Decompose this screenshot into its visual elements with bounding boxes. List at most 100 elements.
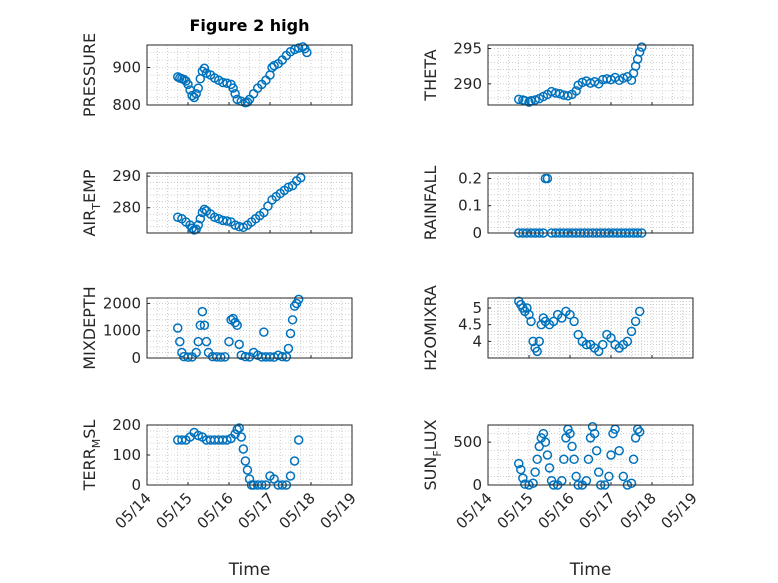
- data-point: [230, 317, 240, 328]
- plot-frame: [487, 172, 694, 234]
- y-tick-label: 200: [112, 416, 141, 434]
- data-point: [242, 465, 253, 475]
- data-point: [604, 471, 614, 482]
- data-point: [557, 313, 567, 323]
- data-point: [234, 423, 244, 433]
- y-axis-label: AIRTEMP: [80, 169, 103, 236]
- data-point: [542, 173, 553, 184]
- y-axis-label: MIXDEPTH: [80, 286, 99, 369]
- data-point: [567, 441, 577, 452]
- y-tick-label: 0: [131, 476, 141, 494]
- x-tick-label: 05/16: [194, 489, 237, 532]
- y-axis-label: TERRMSL: [80, 420, 103, 492]
- data-series: [173, 42, 312, 108]
- data-point: [548, 316, 559, 327]
- x-tick-label: 05/18: [276, 489, 319, 532]
- data-point: [634, 47, 645, 57]
- x-axis-label: Time: [569, 560, 612, 580]
- x-tick-label: 05/17: [576, 489, 619, 532]
- data-point: [285, 471, 296, 481]
- data-point: [598, 339, 608, 350]
- data-point: [565, 428, 575, 439]
- data-point: [199, 320, 210, 331]
- data-point: [542, 450, 553, 460]
- data-point: [563, 91, 573, 101]
- data-point: [630, 316, 641, 327]
- data-point: [569, 316, 579, 327]
- data-point: [573, 329, 583, 340]
- data-point: [528, 336, 538, 347]
- y-axis-label: H2OMIXRA: [421, 285, 440, 371]
- y-tick-label: 2000: [103, 294, 141, 312]
- data-point: [183, 79, 193, 90]
- x-tick-label: 05/15: [153, 489, 196, 532]
- data-point: [538, 428, 549, 439]
- data-series: [514, 42, 647, 107]
- y-axis-label: RAINFALL: [421, 166, 440, 241]
- data-point: [534, 336, 544, 347]
- data-point: [526, 316, 536, 327]
- data-point: [571, 471, 581, 482]
- data-point: [195, 320, 206, 331]
- data-point: [522, 303, 532, 313]
- grid-lines: [487, 172, 694, 234]
- y-tick-label: 295: [453, 40, 482, 58]
- data-point: [569, 454, 579, 465]
- data-point: [240, 456, 251, 466]
- data-point: [193, 220, 203, 230]
- data-point: [236, 432, 247, 442]
- data-point: [544, 463, 555, 473]
- data-point: [232, 320, 242, 331]
- data-point: [283, 343, 294, 354]
- subplot-pressure: 800 900 PRESSURE: [80, 33, 353, 117]
- data-point: [606, 450, 616, 460]
- subplot-h2omixra: 44.55 H2OMIXRA: [421, 285, 694, 371]
- data-point: [175, 336, 185, 347]
- figure-title: Figure 2 high: [190, 16, 310, 35]
- data-point: [628, 454, 639, 465]
- y-tick-label: 0: [472, 476, 482, 494]
- data-point: [637, 42, 647, 52]
- data-point: [589, 428, 600, 439]
- data-point: [532, 346, 542, 357]
- y-tick-label: 900: [112, 59, 141, 77]
- grid-lines: [146, 173, 353, 234]
- data-point: [289, 301, 300, 311]
- x-tick-label: 05/15: [494, 489, 537, 532]
- data-point: [216, 352, 226, 362]
- data-point: [220, 352, 230, 362]
- subplot-rainfall: 0 0.1 0.2 RAINFALL: [421, 166, 694, 242]
- data-point: [199, 63, 210, 73]
- data-point: [516, 464, 526, 475]
- y-axis-label: SUNFLUX: [421, 419, 444, 490]
- data-point: [583, 454, 594, 465]
- subplot-air-temp: 280 290 AIRTEMP: [80, 167, 353, 237]
- data-point: [634, 427, 645, 437]
- y-tick-label: 4: [472, 332, 482, 350]
- data-point: [193, 83, 203, 93]
- data-point: [293, 43, 304, 53]
- data-point: [540, 437, 551, 447]
- data-point: [530, 95, 540, 105]
- data-point: [191, 89, 201, 99]
- data-point: [224, 336, 234, 347]
- data-point: [634, 306, 645, 317]
- plot-frame: [146, 44, 353, 106]
- x-tick-label: 05/17: [235, 489, 278, 532]
- plot-frame: [146, 172, 353, 234]
- data-point: [281, 352, 292, 362]
- y-tick-label: 5: [472, 299, 482, 317]
- data-point: [618, 471, 629, 482]
- data-point: [626, 478, 637, 489]
- grid-lines: [146, 424, 353, 486]
- y-tick-label: 100: [112, 446, 141, 464]
- y-axis-label: PRESSURE: [80, 33, 99, 117]
- x-axis-label: Time: [228, 560, 271, 580]
- data-point: [183, 352, 193, 362]
- y-tick-label: 500: [453, 433, 482, 451]
- data-point: [518, 473, 528, 483]
- data-point: [230, 89, 240, 99]
- x-tick-label: 05/14: [453, 489, 496, 532]
